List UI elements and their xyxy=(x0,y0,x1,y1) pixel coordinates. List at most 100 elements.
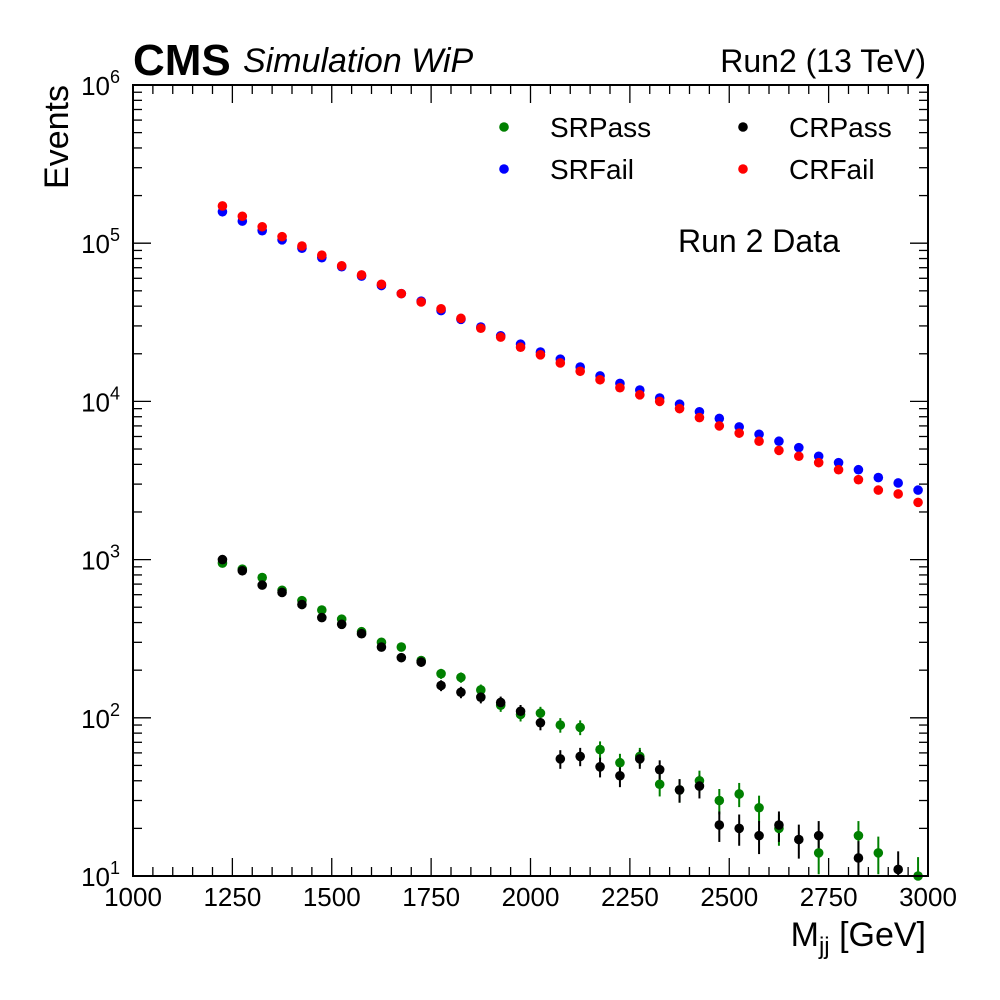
crfail-point xyxy=(535,350,546,360)
crfail-point xyxy=(555,358,566,368)
crpass-point xyxy=(297,599,307,610)
srpass-point xyxy=(714,795,725,806)
y-tick-base: 10 xyxy=(81,546,110,576)
srfail-point xyxy=(774,436,784,447)
crfail-point xyxy=(595,374,605,385)
srpass-point xyxy=(317,605,327,615)
crpass-point xyxy=(277,587,287,598)
run-annotation: Run 2 Data xyxy=(678,223,840,259)
crpass-point xyxy=(595,762,605,772)
legend: SRPass SRFail CRPass CRFail xyxy=(499,112,892,185)
legend-label-srfail: SRFail xyxy=(550,154,634,185)
srfail-point xyxy=(754,429,764,440)
crpass-point xyxy=(714,820,725,830)
crpass-point xyxy=(495,697,506,708)
crfail-point xyxy=(654,396,665,407)
legend-label-crpass: CRPass xyxy=(789,112,892,143)
srpass-point xyxy=(813,848,824,858)
error-bars xyxy=(420,656,920,876)
crfail-point xyxy=(436,303,446,314)
plot-frame xyxy=(132,84,929,877)
lumi-label: Run2 (13 TeV) xyxy=(720,43,926,79)
srpass-point xyxy=(476,685,486,695)
crfail-point xyxy=(376,279,387,290)
srfail-point xyxy=(833,457,844,468)
y-tick-label: 103 xyxy=(81,542,120,576)
x-tick-label: 2750 xyxy=(800,882,858,912)
crfail-point xyxy=(575,366,585,377)
crpass-point xyxy=(416,657,426,667)
x-axis-label-unit: [GeV] xyxy=(830,916,926,954)
crpass-point xyxy=(734,823,744,834)
y-tick-base: 10 xyxy=(81,862,110,892)
crfail-point xyxy=(495,332,506,342)
crfail-point xyxy=(615,382,625,393)
y-tick-exponent: 5 xyxy=(110,225,120,245)
srfail-point xyxy=(714,413,725,424)
x-axis-label-main: M xyxy=(791,916,819,954)
srpass-point xyxy=(456,672,466,683)
srpass-point xyxy=(535,708,546,718)
crpass-point xyxy=(317,612,327,623)
crfail-point xyxy=(674,403,685,414)
legend-marker-srpass xyxy=(499,122,509,132)
crfail-point xyxy=(794,451,804,462)
srpass-point xyxy=(257,572,267,583)
cms-extra-label: Simulation WiP xyxy=(243,42,474,80)
y-tick-exponent: 4 xyxy=(110,383,120,403)
y-tick-base: 10 xyxy=(81,704,110,734)
srpass-point xyxy=(873,848,884,858)
y-tick-exponent: 3 xyxy=(110,542,120,562)
x-tick-label: 1250 xyxy=(203,882,261,912)
crpass-point xyxy=(555,754,566,764)
crfail-point xyxy=(277,231,287,242)
srpass-point xyxy=(754,802,764,813)
x-tick-label: 3000 xyxy=(899,882,957,912)
x-tick-label: 1750 xyxy=(402,882,460,912)
x-tick-label: 2250 xyxy=(601,882,659,912)
crfail-point xyxy=(873,485,884,495)
crfail-point xyxy=(297,241,307,251)
crfail-point xyxy=(833,464,844,475)
crfail-point xyxy=(456,313,466,324)
srfail-point xyxy=(913,485,923,495)
crfail-point xyxy=(853,474,864,485)
srfail-point xyxy=(873,472,884,483)
y-tick-base: 10 xyxy=(81,71,110,101)
crfail-point xyxy=(734,428,744,438)
srpass-point xyxy=(555,720,566,730)
crpass-point xyxy=(635,754,645,764)
axis-ticks xyxy=(132,85,929,877)
y-tick-label: 105 xyxy=(81,225,120,259)
srpass-point xyxy=(615,757,625,768)
legend-marker-srfail xyxy=(499,164,509,174)
crpass-point xyxy=(794,834,804,845)
legend-label-crfail: CRFail xyxy=(789,154,875,185)
crfail-point xyxy=(476,323,486,334)
crpass-point xyxy=(674,785,685,795)
crpass-point xyxy=(237,565,248,576)
srpass-point xyxy=(396,642,407,652)
y-tick-label: 101 xyxy=(81,858,120,892)
data-points xyxy=(217,201,923,881)
srpass-point xyxy=(734,789,744,799)
x-tick-label: 1000 xyxy=(104,882,162,912)
srfail-point xyxy=(893,478,903,488)
y-tick-label: 102 xyxy=(81,700,120,734)
legend-marker-crpass xyxy=(738,122,748,132)
crpass-point xyxy=(615,770,625,781)
crpass-point xyxy=(376,642,387,652)
srpass-point xyxy=(436,668,446,679)
legend-label-srpass: SRPass xyxy=(550,112,651,143)
y-tick-label: 104 xyxy=(81,383,120,417)
crpass-point xyxy=(217,554,228,565)
crpass-point xyxy=(336,619,347,630)
y-tick-base: 10 xyxy=(81,387,110,417)
crfail-point xyxy=(336,260,347,271)
y-tick-base: 10 xyxy=(81,229,110,259)
crfail-point xyxy=(356,270,367,280)
srpass-point xyxy=(853,830,864,841)
crpass-point xyxy=(356,628,367,639)
y-tick-exponent: 2 xyxy=(110,700,120,720)
